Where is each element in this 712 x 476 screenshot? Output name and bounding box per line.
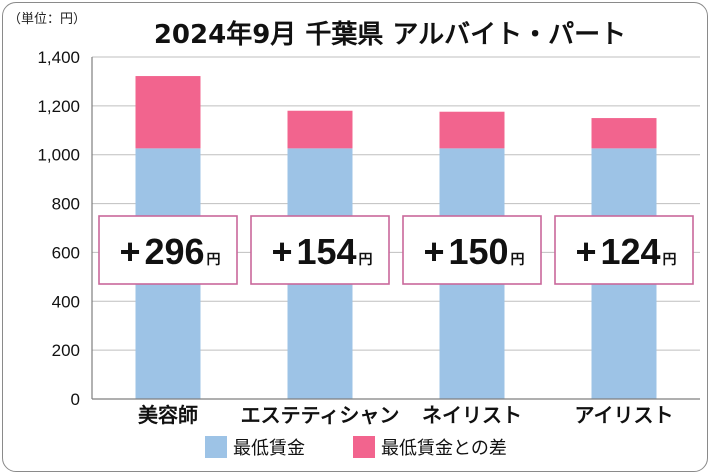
- bar-difference: [591, 118, 657, 149]
- difference-callout-box: [250, 215, 390, 285]
- difference-callout-label: +150 円: [423, 231, 524, 272]
- y-tick-label: 1,200: [37, 97, 80, 116]
- y-tick-label: 600: [52, 243, 80, 262]
- x-category-label: エステティシャン: [241, 403, 400, 427]
- x-category-label: アイリスト: [575, 403, 674, 427]
- y-tick-label: 1,400: [37, 48, 80, 67]
- callouts: +296 円 +154 円 +150 円 +124 円: [98, 215, 694, 285]
- difference-callout-box: [98, 215, 238, 285]
- y-tick-label: 1,000: [37, 146, 80, 165]
- y-tick-label: 0: [71, 390, 80, 409]
- legend-swatch-min-wage: [205, 436, 227, 458]
- y-tick-label: 200: [52, 341, 80, 360]
- legend-label: 最低賃金との差: [381, 438, 507, 459]
- chart-title: 2024年9月 千葉県 アルバイト・パート: [154, 19, 626, 50]
- difference-callout-box: [402, 215, 542, 285]
- unit-label: （単位：円）: [8, 11, 86, 27]
- bar-difference: [439, 111, 505, 149]
- bar-difference: [287, 110, 353, 149]
- bar-difference: [135, 76, 201, 149]
- difference-callout-label: +154 円: [271, 231, 372, 272]
- legend: 最低賃金 最低賃金との差: [205, 436, 507, 459]
- y-tick-label: 400: [52, 292, 80, 311]
- difference-callout-label: +124 円: [575, 231, 676, 272]
- difference-callout-label: +296 円: [119, 231, 220, 272]
- difference-callout-box: [554, 215, 694, 285]
- x-category-label: 美容師: [138, 403, 198, 427]
- axes: 0 200 400 600 800 1,000 1,200 1,400 美容師 エステティシャンネ…: [37, 48, 700, 427]
- x-category-label: ネイリスト: [422, 403, 522, 427]
- y-tick-label: 800: [52, 195, 80, 214]
- legend-swatch-difference: [353, 436, 375, 458]
- legend-label: 最低賃金: [233, 438, 305, 459]
